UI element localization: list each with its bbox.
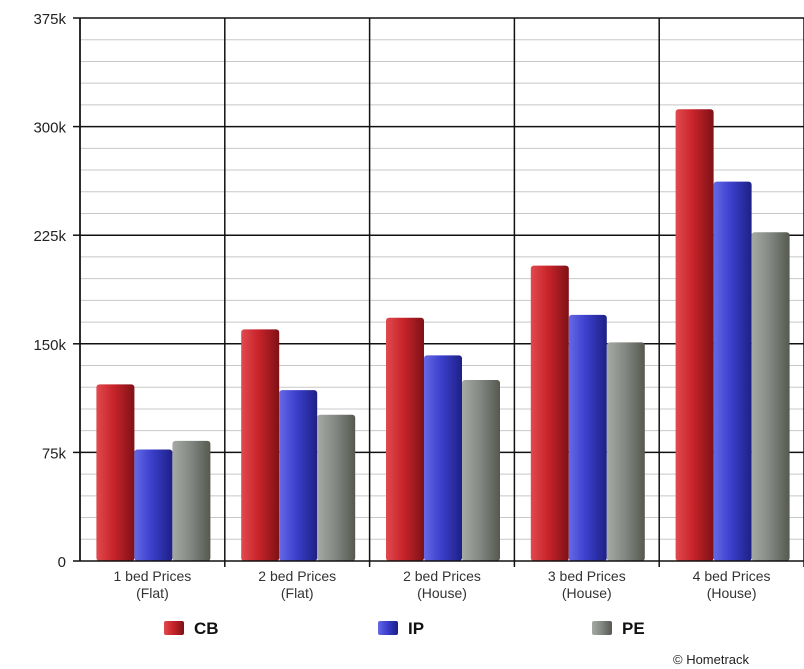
y-tick-label: 300k <box>33 120 66 137</box>
y-tick-label: 75k <box>42 445 67 462</box>
bar-cb-1 <box>96 384 135 561</box>
axes: 0 75k 150k 225k 300k 375k 1 bed Prices (Flat) 2 … <box>33 11 804 601</box>
credit-text: © Hometrack <box>673 652 750 667</box>
bar-pe-2 <box>317 414 356 561</box>
bar-ip-4 <box>568 314 607 561</box>
legend: CB IP PE <box>164 619 645 638</box>
bar-ip-2 <box>279 390 318 561</box>
bar-ip-5 <box>713 181 752 561</box>
x-tick-label: 2 bed Prices (House) <box>403 568 481 601</box>
bar-cb-2 <box>241 329 280 561</box>
legend-swatch-cb <box>164 621 184 635</box>
y-tick-label: 225k <box>33 228 66 245</box>
bars <box>96 109 790 561</box>
bar-cb-4 <box>530 265 569 561</box>
legend-swatch-ip <box>378 621 398 635</box>
x-tick-label: 1 bed Prices (Flat) <box>113 568 191 601</box>
legend-swatch-pe <box>592 621 612 635</box>
bar-pe-5 <box>751 232 790 561</box>
x-tick-label: 3 bed Prices (House) <box>548 568 626 601</box>
bar-pe-4 <box>606 342 645 561</box>
x-tick-label: 4 bed Prices (House) <box>693 568 771 601</box>
bar-pe-3 <box>462 380 500 561</box>
bar-ip-3 <box>424 355 462 561</box>
y-tick-label: 0 <box>58 554 66 571</box>
legend-label-ip: IP <box>408 619 424 638</box>
bar-cb-5 <box>675 109 714 561</box>
bar-pe-1 <box>172 440 211 561</box>
y-tick-label: 150k <box>33 337 66 354</box>
bar-ip-1 <box>134 449 173 561</box>
legend-label-cb: CB <box>194 619 219 638</box>
bar-cb-3 <box>386 317 424 561</box>
x-tick-label: 2 bed Prices (Flat) <box>258 568 336 601</box>
legend-label-pe: PE <box>622 619 645 638</box>
y-tick-label: 375k <box>33 11 66 28</box>
